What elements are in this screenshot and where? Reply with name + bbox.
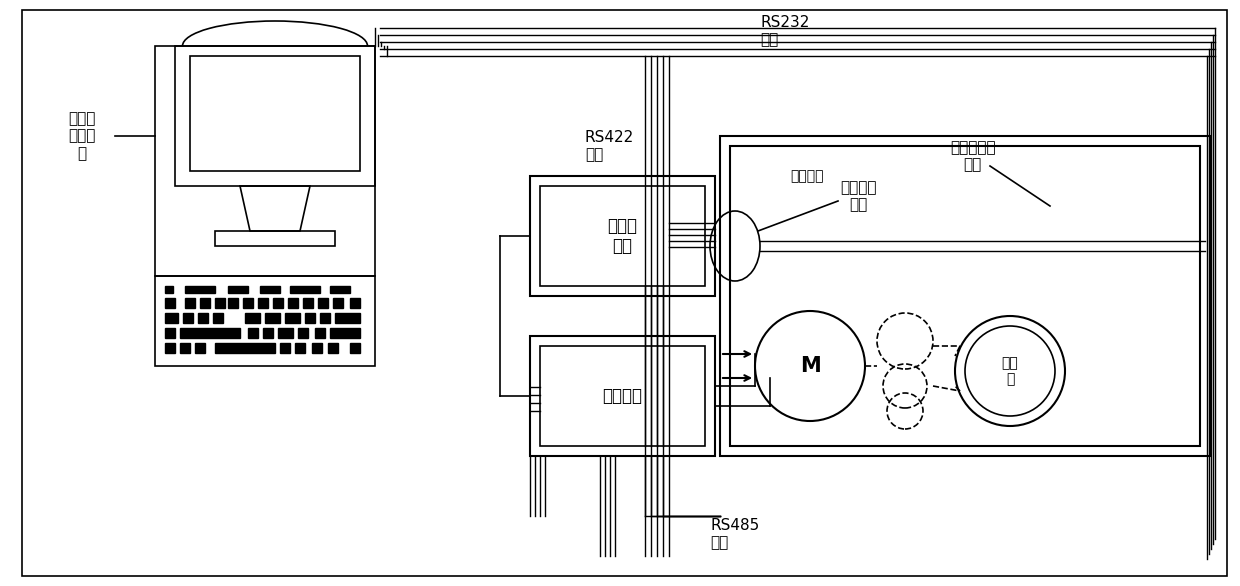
Bar [290,286,320,293]
Bar [330,286,350,293]
Bar [334,298,343,308]
Bar [263,328,273,338]
Bar [280,343,290,353]
Bar [298,328,308,338]
Text: 电位
器: 电位 器 [1002,356,1018,386]
Bar [260,286,280,293]
Text: RS422
总线: RS422 总线 [585,130,634,162]
Bar [285,313,300,323]
Text: 控制系统: 控制系统 [601,387,642,405]
Bar [350,343,360,353]
Bar [165,313,179,323]
Bar [165,298,175,308]
Text: RS232
总线: RS232 总线 [760,15,810,47]
Bar [165,328,175,338]
Bar [278,328,293,338]
Bar [180,343,190,353]
Bar [184,313,193,323]
Bar [320,313,330,323]
Bar [185,286,215,293]
Bar [246,313,260,323]
Bar [335,313,360,323]
Bar [215,298,224,308]
Bar [228,298,238,308]
Bar [185,298,195,308]
Bar [165,286,174,293]
Bar [315,328,325,338]
Bar [248,328,258,338]
Bar [213,313,223,323]
Bar [200,298,210,308]
Bar [288,298,298,308]
Bar [243,298,253,308]
Bar [180,328,241,338]
Bar [329,343,339,353]
Text: 数字万
用表: 数字万 用表 [608,217,637,255]
Text: 上位机
测试系
统: 上位机 测试系 统 [68,111,95,161]
Bar [273,298,283,308]
Bar [228,286,248,293]
Bar [295,343,305,353]
Bar [303,298,312,308]
Bar [350,298,360,308]
Text: RS485
总线: RS485 总线 [711,518,759,550]
Bar [265,313,280,323]
Bar [198,313,208,323]
Bar [165,343,175,353]
Bar [305,313,315,323]
Text: 执行机构: 执行机构 [790,169,823,183]
Text: 电位器安装
平台: 电位器安装 平台 [950,140,996,172]
Bar [215,343,275,353]
Bar [317,298,329,308]
Text: M: M [800,356,821,376]
Bar [330,328,360,338]
Bar [312,343,322,353]
Bar [258,298,268,308]
Text: 电阔测试
端口: 电阔测试 端口 [839,180,877,212]
Bar [195,343,205,353]
